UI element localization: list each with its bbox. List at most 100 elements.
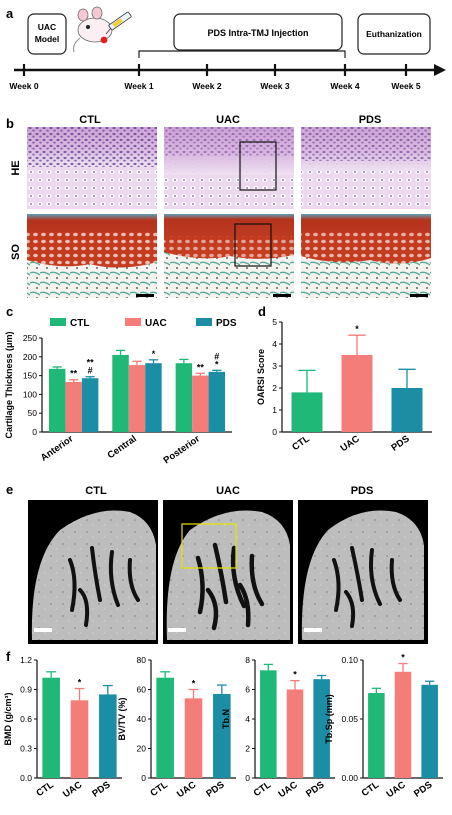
panel-d: d 0 1 2 3 4 5 OARSI Score CTL * UAC PDS bbox=[256, 304, 432, 454]
x-category-label: UAC bbox=[61, 779, 84, 800]
he-image-pds bbox=[301, 127, 431, 209]
so-image-pds bbox=[301, 214, 431, 298]
legend-label: CTL bbox=[70, 318, 89, 329]
panel-e: e CTL UAC PDS bbox=[6, 482, 428, 644]
y-tick-label: 0.3 bbox=[20, 744, 32, 754]
significance-mark: ** bbox=[87, 358, 95, 368]
panel-letter-c: c bbox=[6, 304, 13, 319]
ct-uac-zoom-box bbox=[181, 523, 237, 569]
bar bbox=[394, 671, 412, 778]
chart-tb-n: 0 2 4 6 8 Tb.N CTL * UAC PDS bbox=[221, 655, 335, 800]
he-uac-zoom-box bbox=[239, 141, 277, 191]
row-label-he: HE bbox=[10, 160, 22, 175]
euthanization-label: Euthanization bbox=[366, 29, 422, 39]
uac-model-label-line2: Model bbox=[35, 34, 60, 44]
y-tick-label: 8 bbox=[245, 655, 250, 665]
bar bbox=[156, 677, 174, 778]
x-category-label: UAC bbox=[277, 779, 300, 800]
mouse-syringe-icon bbox=[73, 6, 132, 53]
bar bbox=[42, 677, 60, 778]
x-category-label: Posterior bbox=[162, 433, 203, 466]
y-tick-label: 0.6 bbox=[20, 714, 32, 724]
week-label: Week 2 bbox=[192, 81, 221, 91]
so-pds-scale-bar bbox=[410, 294, 428, 297]
he-image-uac bbox=[164, 127, 294, 209]
legend-label: PDS bbox=[216, 318, 237, 329]
y-axis-label: Tb.N bbox=[221, 709, 231, 729]
y-tick-label: 60 bbox=[137, 685, 147, 695]
chart-cartilage-thickness: 0 50 100 150 200 250 Cartilage Thickness (μm) *… bbox=[4, 318, 237, 466]
y-tick-label: 3 bbox=[272, 361, 277, 371]
y-tick-label: 0 bbox=[32, 427, 37, 437]
so-image-ctl bbox=[27, 214, 157, 298]
bar bbox=[175, 363, 193, 432]
bar bbox=[128, 365, 146, 432]
y-tick-label: 80 bbox=[137, 655, 147, 665]
significance-mark: * bbox=[152, 349, 156, 359]
bar bbox=[213, 693, 231, 778]
bar bbox=[368, 693, 385, 778]
chart-bv-tv: 0 20 40 60 80 BV/TV (%) CTL * UAC PDS bbox=[117, 655, 236, 800]
so-image-uac bbox=[164, 214, 294, 298]
y-tick-label: 100 bbox=[23, 389, 37, 399]
panel-letter-a: a bbox=[6, 6, 14, 21]
significance-mark: # bbox=[88, 366, 93, 376]
chart-oarsi-score: 0 1 2 3 4 5 OARSI Score CTL * UAC PDS bbox=[256, 317, 432, 454]
y-tick-label: 200 bbox=[23, 352, 37, 362]
y-axis-label: BV/TV (%) bbox=[117, 697, 127, 740]
bar bbox=[184, 698, 203, 778]
panel-letter-f: f bbox=[6, 649, 11, 664]
bar bbox=[260, 670, 277, 778]
significance-mark: ** bbox=[197, 362, 205, 372]
y-tick-label: 4 bbox=[245, 714, 250, 724]
x-category-label: CTL bbox=[148, 779, 170, 799]
bar bbox=[99, 694, 117, 778]
ct-ctl-scale-bar bbox=[34, 628, 52, 632]
significance-mark: ** bbox=[70, 369, 78, 379]
significance-mark: * bbox=[355, 324, 359, 334]
significance-mark: # bbox=[214, 351, 219, 361]
y-axis-label: Cartilage Thickness (μm) bbox=[4, 331, 14, 438]
x-category-label: PDS bbox=[204, 779, 226, 799]
legend: CTL UAC PDS bbox=[50, 318, 237, 329]
significance-mark: * bbox=[78, 678, 82, 688]
x-category-label: CTL bbox=[360, 779, 382, 799]
y-tick-label: 0.05 bbox=[341, 714, 358, 724]
y-axis-label: Tb.Sp (mm) bbox=[324, 694, 334, 744]
y-axis-label: BMD (g/cm³) bbox=[3, 693, 13, 746]
row-label-so: SO bbox=[10, 244, 22, 260]
x-category-label: Central bbox=[106, 433, 139, 461]
bar bbox=[421, 684, 438, 778]
legend-label: UAC bbox=[145, 318, 167, 329]
y-tick-label: 0 bbox=[272, 427, 277, 437]
y-tick-label: 1 bbox=[272, 405, 277, 415]
y-tick-label: 0.10 bbox=[341, 655, 358, 665]
so-ctl-scale-bar bbox=[136, 294, 154, 297]
timeline-ticks: Week 0 Week 1 Week 2 Week 3 Week 4 Week 5 bbox=[9, 64, 421, 91]
chart-bmd: 0.0 0.3 0.6 0.9 1.2 BMD (g/cm³) CTL * UAC PDS bbox=[3, 655, 122, 800]
y-tick-label: 5 bbox=[272, 317, 277, 327]
bar bbox=[341, 355, 373, 432]
bar bbox=[65, 381, 82, 432]
bar bbox=[81, 378, 99, 432]
panel-b: b CTL UAC PDS HE SO bbox=[6, 114, 431, 298]
bar bbox=[70, 700, 89, 778]
y-tick-label: 150 bbox=[23, 371, 37, 381]
x-category-label: PDS bbox=[412, 779, 434, 799]
bar bbox=[391, 388, 423, 432]
legend-swatch bbox=[196, 318, 212, 326]
x-category-label: Anterior bbox=[39, 433, 76, 463]
bar bbox=[145, 363, 162, 432]
panel-c: c 0 50 100 150 200 250 Cartilage Thickness (μm… bbox=[4, 304, 237, 466]
bar bbox=[48, 368, 66, 432]
y-tick-label: 20 bbox=[137, 744, 147, 754]
microct-image-ctl bbox=[28, 500, 158, 644]
significance-mark: * bbox=[215, 359, 219, 369]
column-label-pds: PDS bbox=[359, 114, 382, 126]
x-category-label: UAC bbox=[385, 779, 408, 800]
pds-injection-box bbox=[173, 13, 343, 51]
x-category-label: CTL bbox=[34, 779, 56, 799]
week-label: Week 0 bbox=[9, 81, 38, 91]
bar bbox=[192, 375, 209, 432]
